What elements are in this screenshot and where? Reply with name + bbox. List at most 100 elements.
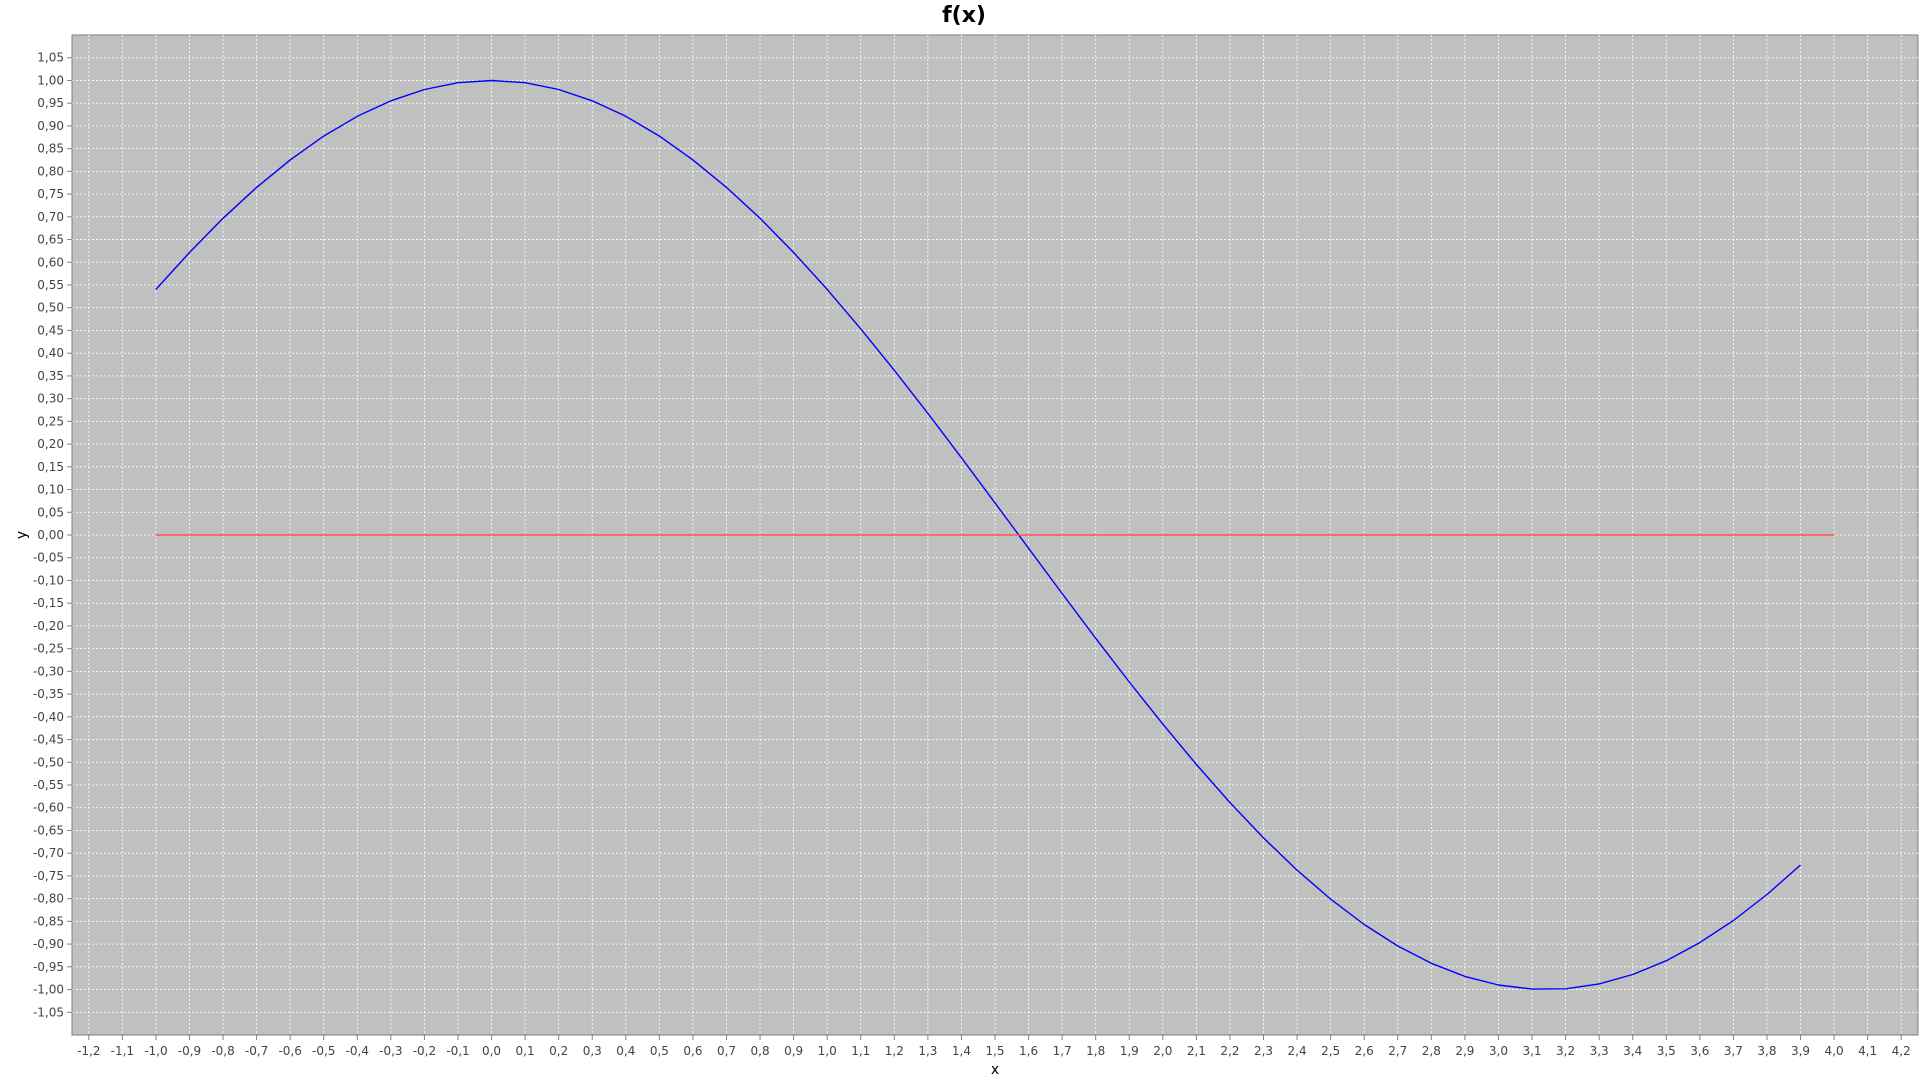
x-tick-label: -1,1 <box>111 1044 134 1058</box>
y-tick-label: 0,65 <box>37 233 64 247</box>
y-tick-label: -0,05 <box>33 551 64 565</box>
x-tick-label: -0,5 <box>312 1044 335 1058</box>
y-tick-label: -0,45 <box>33 733 64 747</box>
x-tick-label: 3,3 <box>1590 1044 1609 1058</box>
y-tick-label: -0,65 <box>33 823 64 837</box>
y-tick-label: -1,05 <box>33 1005 64 1019</box>
x-tick-label: 2,2 <box>1220 1044 1239 1058</box>
y-tick-label: 0,40 <box>37 346 64 360</box>
x-tick-label: 1,2 <box>885 1044 904 1058</box>
y-tick-label: 0,45 <box>37 323 64 337</box>
x-tick-label: -0,9 <box>178 1044 201 1058</box>
x-tick-label: -0,6 <box>278 1044 301 1058</box>
x-tick-label: -0,8 <box>211 1044 234 1058</box>
y-tick-label: 1,05 <box>37 51 64 65</box>
chart-title: f(x) <box>942 3 986 28</box>
series-line-0 <box>155 79 1801 990</box>
x-tick-label: 2,9 <box>1455 1044 1474 1058</box>
y-tick-label: -0,70 <box>33 846 64 860</box>
x-tick-label: 2,7 <box>1388 1044 1407 1058</box>
y-tick-label: -0,75 <box>33 869 64 883</box>
x-tick-label: 0,2 <box>549 1044 568 1058</box>
x-tick-label: 2,5 <box>1321 1044 1340 1058</box>
x-tick-label: 1,8 <box>1086 1044 1105 1058</box>
x-tick-label: 0,8 <box>751 1044 770 1058</box>
y-tick-label: 0,00 <box>37 528 64 542</box>
x-tick-label: 3,4 <box>1623 1044 1642 1058</box>
x-tick-label: 4,1 <box>1858 1044 1877 1058</box>
x-tick-label: 1,6 <box>1019 1044 1038 1058</box>
x-tick-label: 0,9 <box>784 1044 803 1058</box>
y-tick-label: -0,25 <box>33 642 64 656</box>
x-tick-label: -1,2 <box>77 1044 100 1058</box>
y-tick-label: -1,00 <box>33 983 64 997</box>
y-tick-label: -0,95 <box>33 960 64 974</box>
x-tick-label: 3,5 <box>1657 1044 1676 1058</box>
x-tick-label: 3,7 <box>1724 1044 1743 1058</box>
x-tick-label: -1,0 <box>144 1044 167 1058</box>
x-tick-label: 1,5 <box>985 1044 1004 1058</box>
x-tick-label: 3,6 <box>1690 1044 1709 1058</box>
x-tick-label: 1,7 <box>1053 1044 1072 1058</box>
x-tick-label: 1,0 <box>818 1044 837 1058</box>
y-tick-label: 0,30 <box>37 392 64 406</box>
y-tick-label: -0,85 <box>33 914 64 928</box>
y-tick-label: 0,70 <box>37 210 64 224</box>
x-tick-label: -0,3 <box>379 1044 402 1058</box>
x-tick-label: 3,1 <box>1522 1044 1541 1058</box>
x-tick-label: 0,4 <box>616 1044 635 1058</box>
x-tick-label: 2,8 <box>1422 1044 1441 1058</box>
x-tick-label: 2,6 <box>1355 1044 1374 1058</box>
x-tick-label: 2,1 <box>1187 1044 1206 1058</box>
y-tick-label: 0,55 <box>37 278 64 292</box>
y-tick-label: -0,10 <box>33 573 64 587</box>
y-tick-label: -0,60 <box>33 801 64 815</box>
x-axis-label: x <box>991 1062 999 1078</box>
x-tick-label: 0,1 <box>516 1044 535 1058</box>
y-tick-label: 0,75 <box>37 187 64 201</box>
x-tick-label: 4,0 <box>1825 1044 1844 1058</box>
y-tick-label: -0,50 <box>33 755 64 769</box>
y-tick-label: -0,90 <box>33 937 64 951</box>
y-tick-label: 1,00 <box>37 73 64 87</box>
y-tick-label: 0,35 <box>37 369 64 383</box>
y-axis-ticks: -1,05 -1,00 -0,95 -0,90 -0,85 -0,80 -0,75 -0,70… <box>33 51 72 1019</box>
y-tick-label: -0,40 <box>33 710 64 724</box>
y-tick-label: -0,20 <box>33 619 64 633</box>
x-tick-label: 0,0 <box>482 1044 501 1058</box>
y-tick-label: 0,20 <box>37 437 64 451</box>
y-tick-label: 0,80 <box>37 164 64 178</box>
y-tick-label: 0,90 <box>37 119 64 133</box>
x-tick-label: 4,2 <box>1892 1044 1911 1058</box>
x-tick-label: 2,0 <box>1153 1044 1172 1058</box>
x-tick-label: 2,4 <box>1288 1044 1307 1058</box>
y-tick-label: 0,60 <box>37 255 64 269</box>
x-tick-label: -0,2 <box>413 1044 436 1058</box>
x-tick-label: 1,9 <box>1120 1044 1139 1058</box>
x-tick-label: 1,1 <box>851 1044 870 1058</box>
y-tick-label: 0,10 <box>37 483 64 497</box>
y-tick-label: 0,85 <box>37 142 64 156</box>
x-tick-label: -0,4 <box>346 1044 369 1058</box>
x-tick-label: 0,3 <box>583 1044 602 1058</box>
x-tick-label: 0,6 <box>683 1044 702 1058</box>
x-tick-label: -0,7 <box>245 1044 268 1058</box>
y-tick-label: 0,15 <box>37 460 64 474</box>
x-tick-label: 3,9 <box>1791 1044 1810 1058</box>
y-tick-label: -0,30 <box>33 664 64 678</box>
series-layer <box>155 79 1835 990</box>
x-tick-label: 3,8 <box>1757 1044 1776 1058</box>
y-tick-label: -0,35 <box>33 687 64 701</box>
y-tick-label: 0,95 <box>37 96 64 110</box>
y-tick-label: 0,05 <box>37 505 64 519</box>
x-axis-ticks: -1,2 -1,1 -1,0 -0,9 -0,8 -0,7 -0,6 -0,5 -0,4 -0,3… <box>77 1035 1911 1058</box>
x-tick-label: 2,3 <box>1254 1044 1273 1058</box>
x-tick-label: 0,5 <box>650 1044 669 1058</box>
x-tick-label: 0,7 <box>717 1044 736 1058</box>
x-tick-label: -0,1 <box>446 1044 469 1058</box>
y-tick-label: 0,50 <box>37 301 64 315</box>
x-tick-label: 3,2 <box>1556 1044 1575 1058</box>
y-tick-label: -0,15 <box>33 596 64 610</box>
y-tick-label: -0,80 <box>33 892 64 906</box>
